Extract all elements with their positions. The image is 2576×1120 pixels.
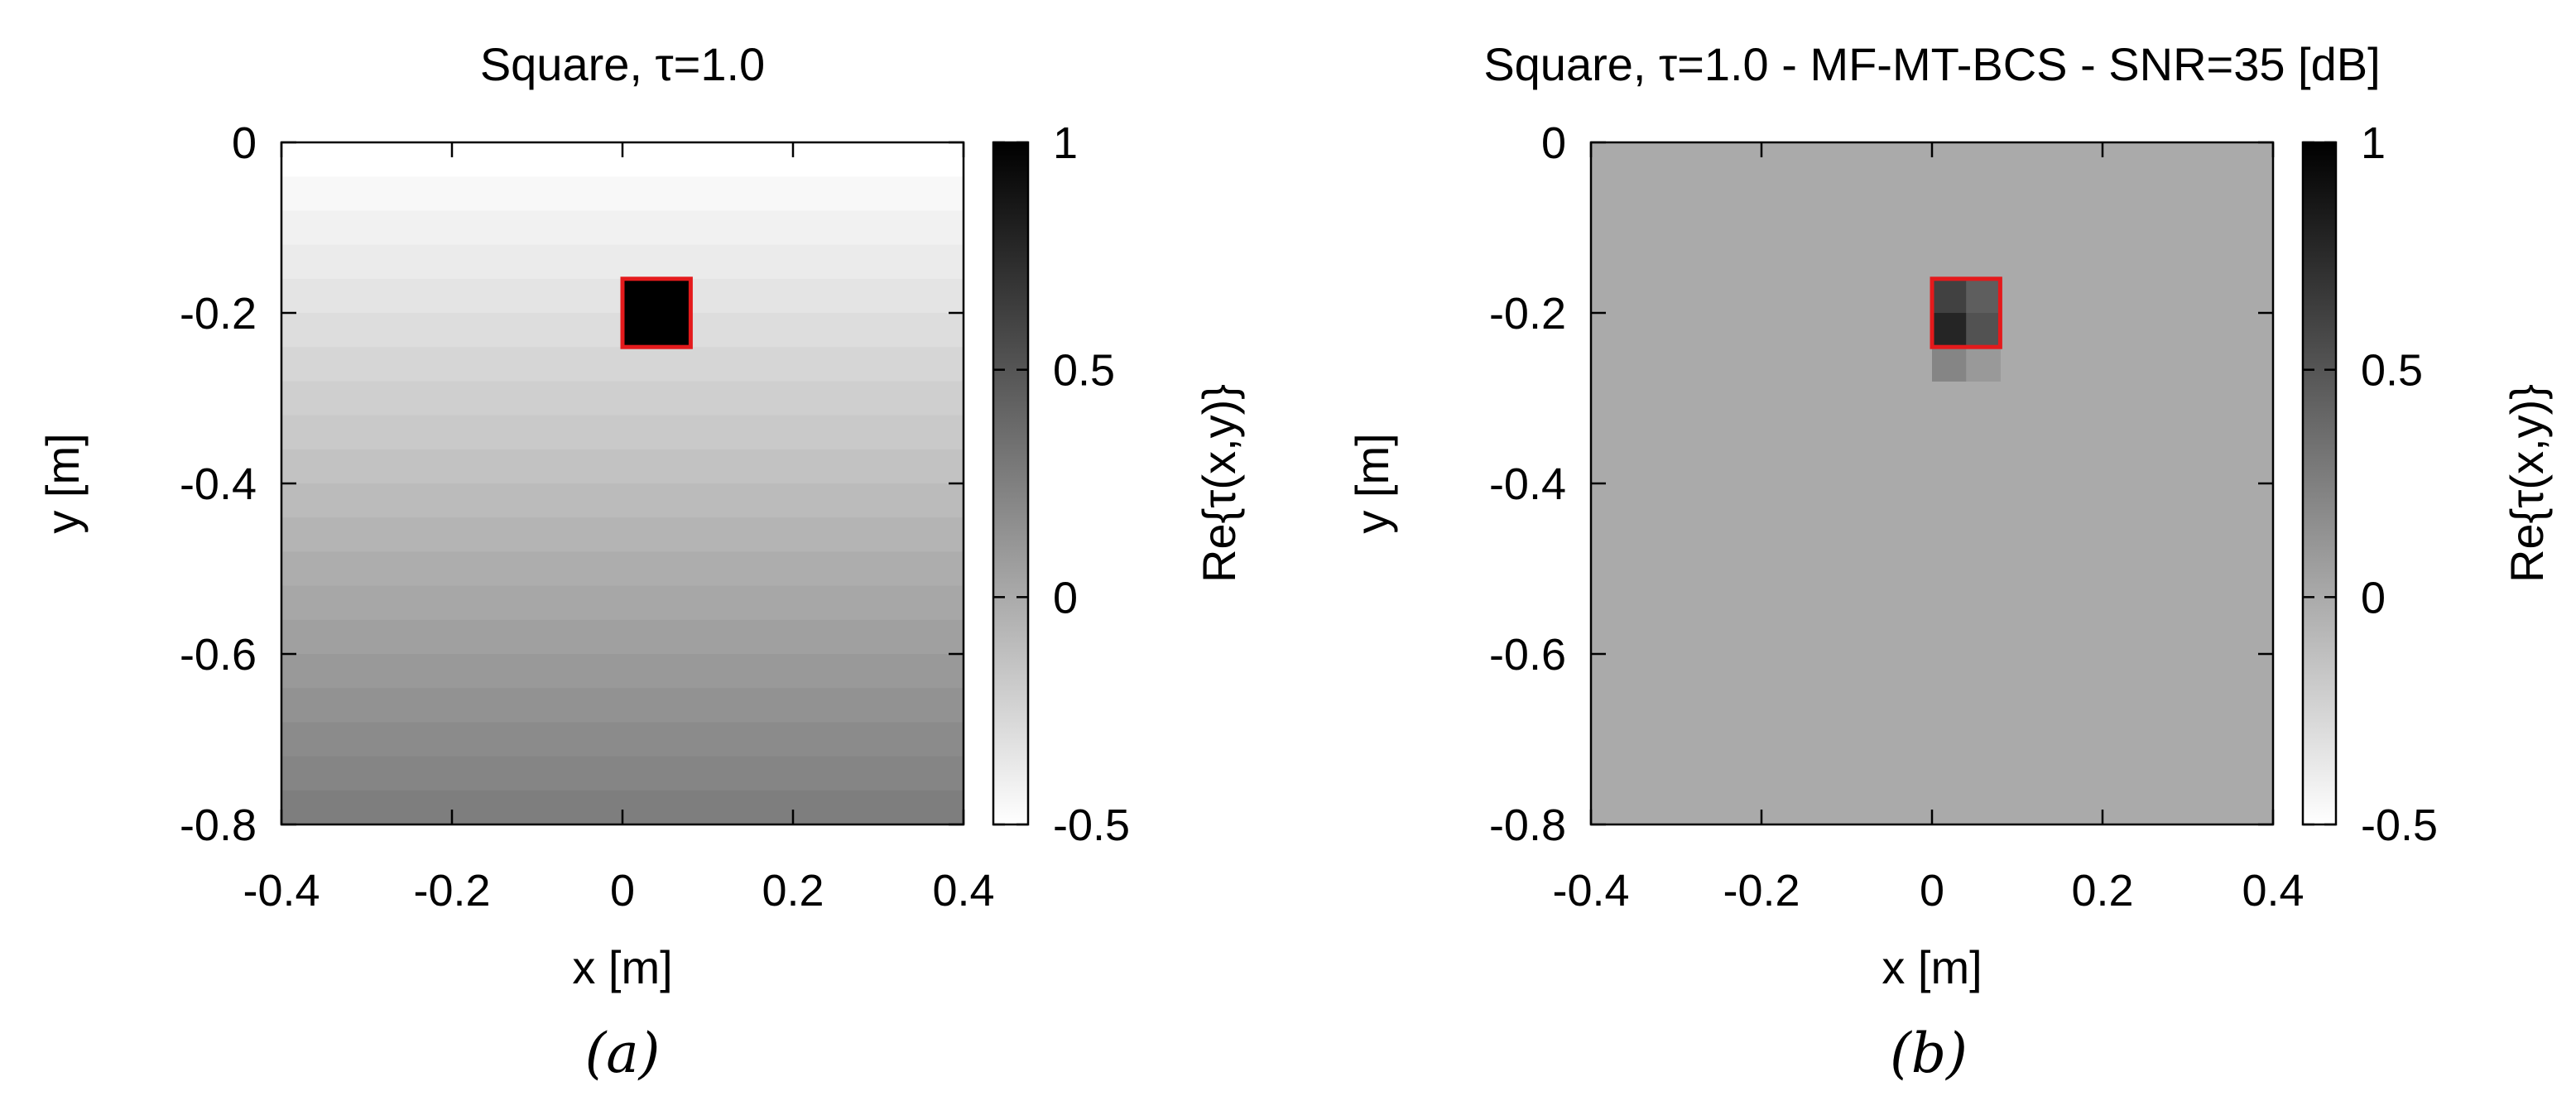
x-tick-label: 0.2 <box>762 866 824 916</box>
chart-title: Square, τ=1.0 <box>480 38 765 90</box>
heatmap-cell <box>1932 313 1967 348</box>
y-axis-label: y [m] <box>36 433 89 533</box>
y-tick-label: 0 <box>1541 118 1566 168</box>
background-row <box>281 585 964 621</box>
target-outline <box>1930 276 2002 349</box>
heatmap-cell <box>1966 278 2001 314</box>
y-tick-label: 0 <box>232 118 257 168</box>
background-row <box>281 483 964 518</box>
y-tick-label: -0.8 <box>180 800 257 850</box>
colorbar <box>2301 141 2338 826</box>
background-row <box>281 415 964 450</box>
heatmap-cell <box>1932 347 1967 382</box>
x-tick-label: 0 <box>610 866 635 916</box>
chart-title: Square, τ=1.0 - MF-MT-BCS - SNR=35 [dB] <box>1483 38 2380 90</box>
colorbar-tick-label: 0 <box>1053 573 1078 622</box>
x-tick-label: 0 <box>1920 866 1944 916</box>
heatmap-cell <box>1932 278 1967 314</box>
background-row <box>281 244 964 280</box>
y-tick-label: -0.4 <box>1489 459 1566 509</box>
background-row <box>281 210 964 246</box>
colorbar-tick-label: 1 <box>1053 118 1078 168</box>
heatmap-cell <box>1966 313 2001 348</box>
y-tick-label: -0.2 <box>180 289 257 339</box>
colorbar-tick-label: 0.5 <box>1053 346 1115 396</box>
background-row <box>281 654 964 689</box>
y-tick-label: -0.6 <box>180 630 257 680</box>
x-axis-label: x [m] <box>1882 941 1982 993</box>
panel-caption: (a) <box>585 1021 661 1085</box>
background-row <box>281 688 964 723</box>
background-field <box>1591 142 2273 824</box>
background-row <box>281 449 964 484</box>
background-row <box>281 347 964 382</box>
x-tick-label: 0.2 <box>2071 866 2133 916</box>
background-row <box>281 756 964 791</box>
colorbar-label: Re{τ(x,y)} <box>1193 384 1245 583</box>
colorbar-tick-label: -0.5 <box>2361 800 2438 850</box>
background-row <box>281 176 964 211</box>
background-row <box>281 381 964 416</box>
y-tick-label: -0.4 <box>180 459 257 509</box>
background-row <box>281 722 964 757</box>
heatmap-panel-1: -0.4 -0.2 0 0.2 0.4 0 -0.2 -0.4 -0.6 -0.8 x [m] y [… <box>36 38 1245 1085</box>
x-axis-label: x [m] <box>572 941 672 993</box>
heatmap-cell <box>656 278 691 314</box>
heatmap-cell <box>622 313 657 348</box>
colorbar-tick-label: -0.5 <box>1053 800 1130 850</box>
heatmap-cell <box>622 278 657 314</box>
target-outline <box>620 276 693 349</box>
heatmap-cell <box>656 313 691 348</box>
x-tick-label: -0.4 <box>243 866 320 916</box>
x-tick-label: -0.2 <box>1723 866 1800 916</box>
y-tick-label: -0.2 <box>1489 289 1566 339</box>
colorbar-tick-label: 0 <box>2361 573 2386 622</box>
colorbar-tick-label: 1 <box>2361 118 2386 168</box>
background-row <box>281 517 964 552</box>
x-tick-label: -0.4 <box>1552 866 1629 916</box>
y-tick-label: -0.8 <box>1489 800 1566 850</box>
y-tick-label: -0.6 <box>1489 630 1566 680</box>
heatmap-cell <box>1966 347 2001 382</box>
colorbar-label: Re{τ(x,y)} <box>2501 384 2553 583</box>
background-row <box>281 619 964 655</box>
colorbar <box>992 141 1030 826</box>
colorbar-tick-label: 0.5 <box>2361 346 2423 396</box>
heatmap-panel-2: -0.4 -0.2 0 0.2 0.4 0 -0.2 -0.4 -0.6 -0.8 x [m] y [… <box>1346 38 2553 1085</box>
x-tick-label: 0.4 <box>932 866 994 916</box>
background-row <box>281 551 964 587</box>
x-tick-label: 0.4 <box>2242 866 2304 916</box>
x-tick-label: -0.2 <box>413 866 490 916</box>
panel-caption: (b) <box>1890 1021 1968 1085</box>
y-axis-label: y [m] <box>1346 433 1398 533</box>
